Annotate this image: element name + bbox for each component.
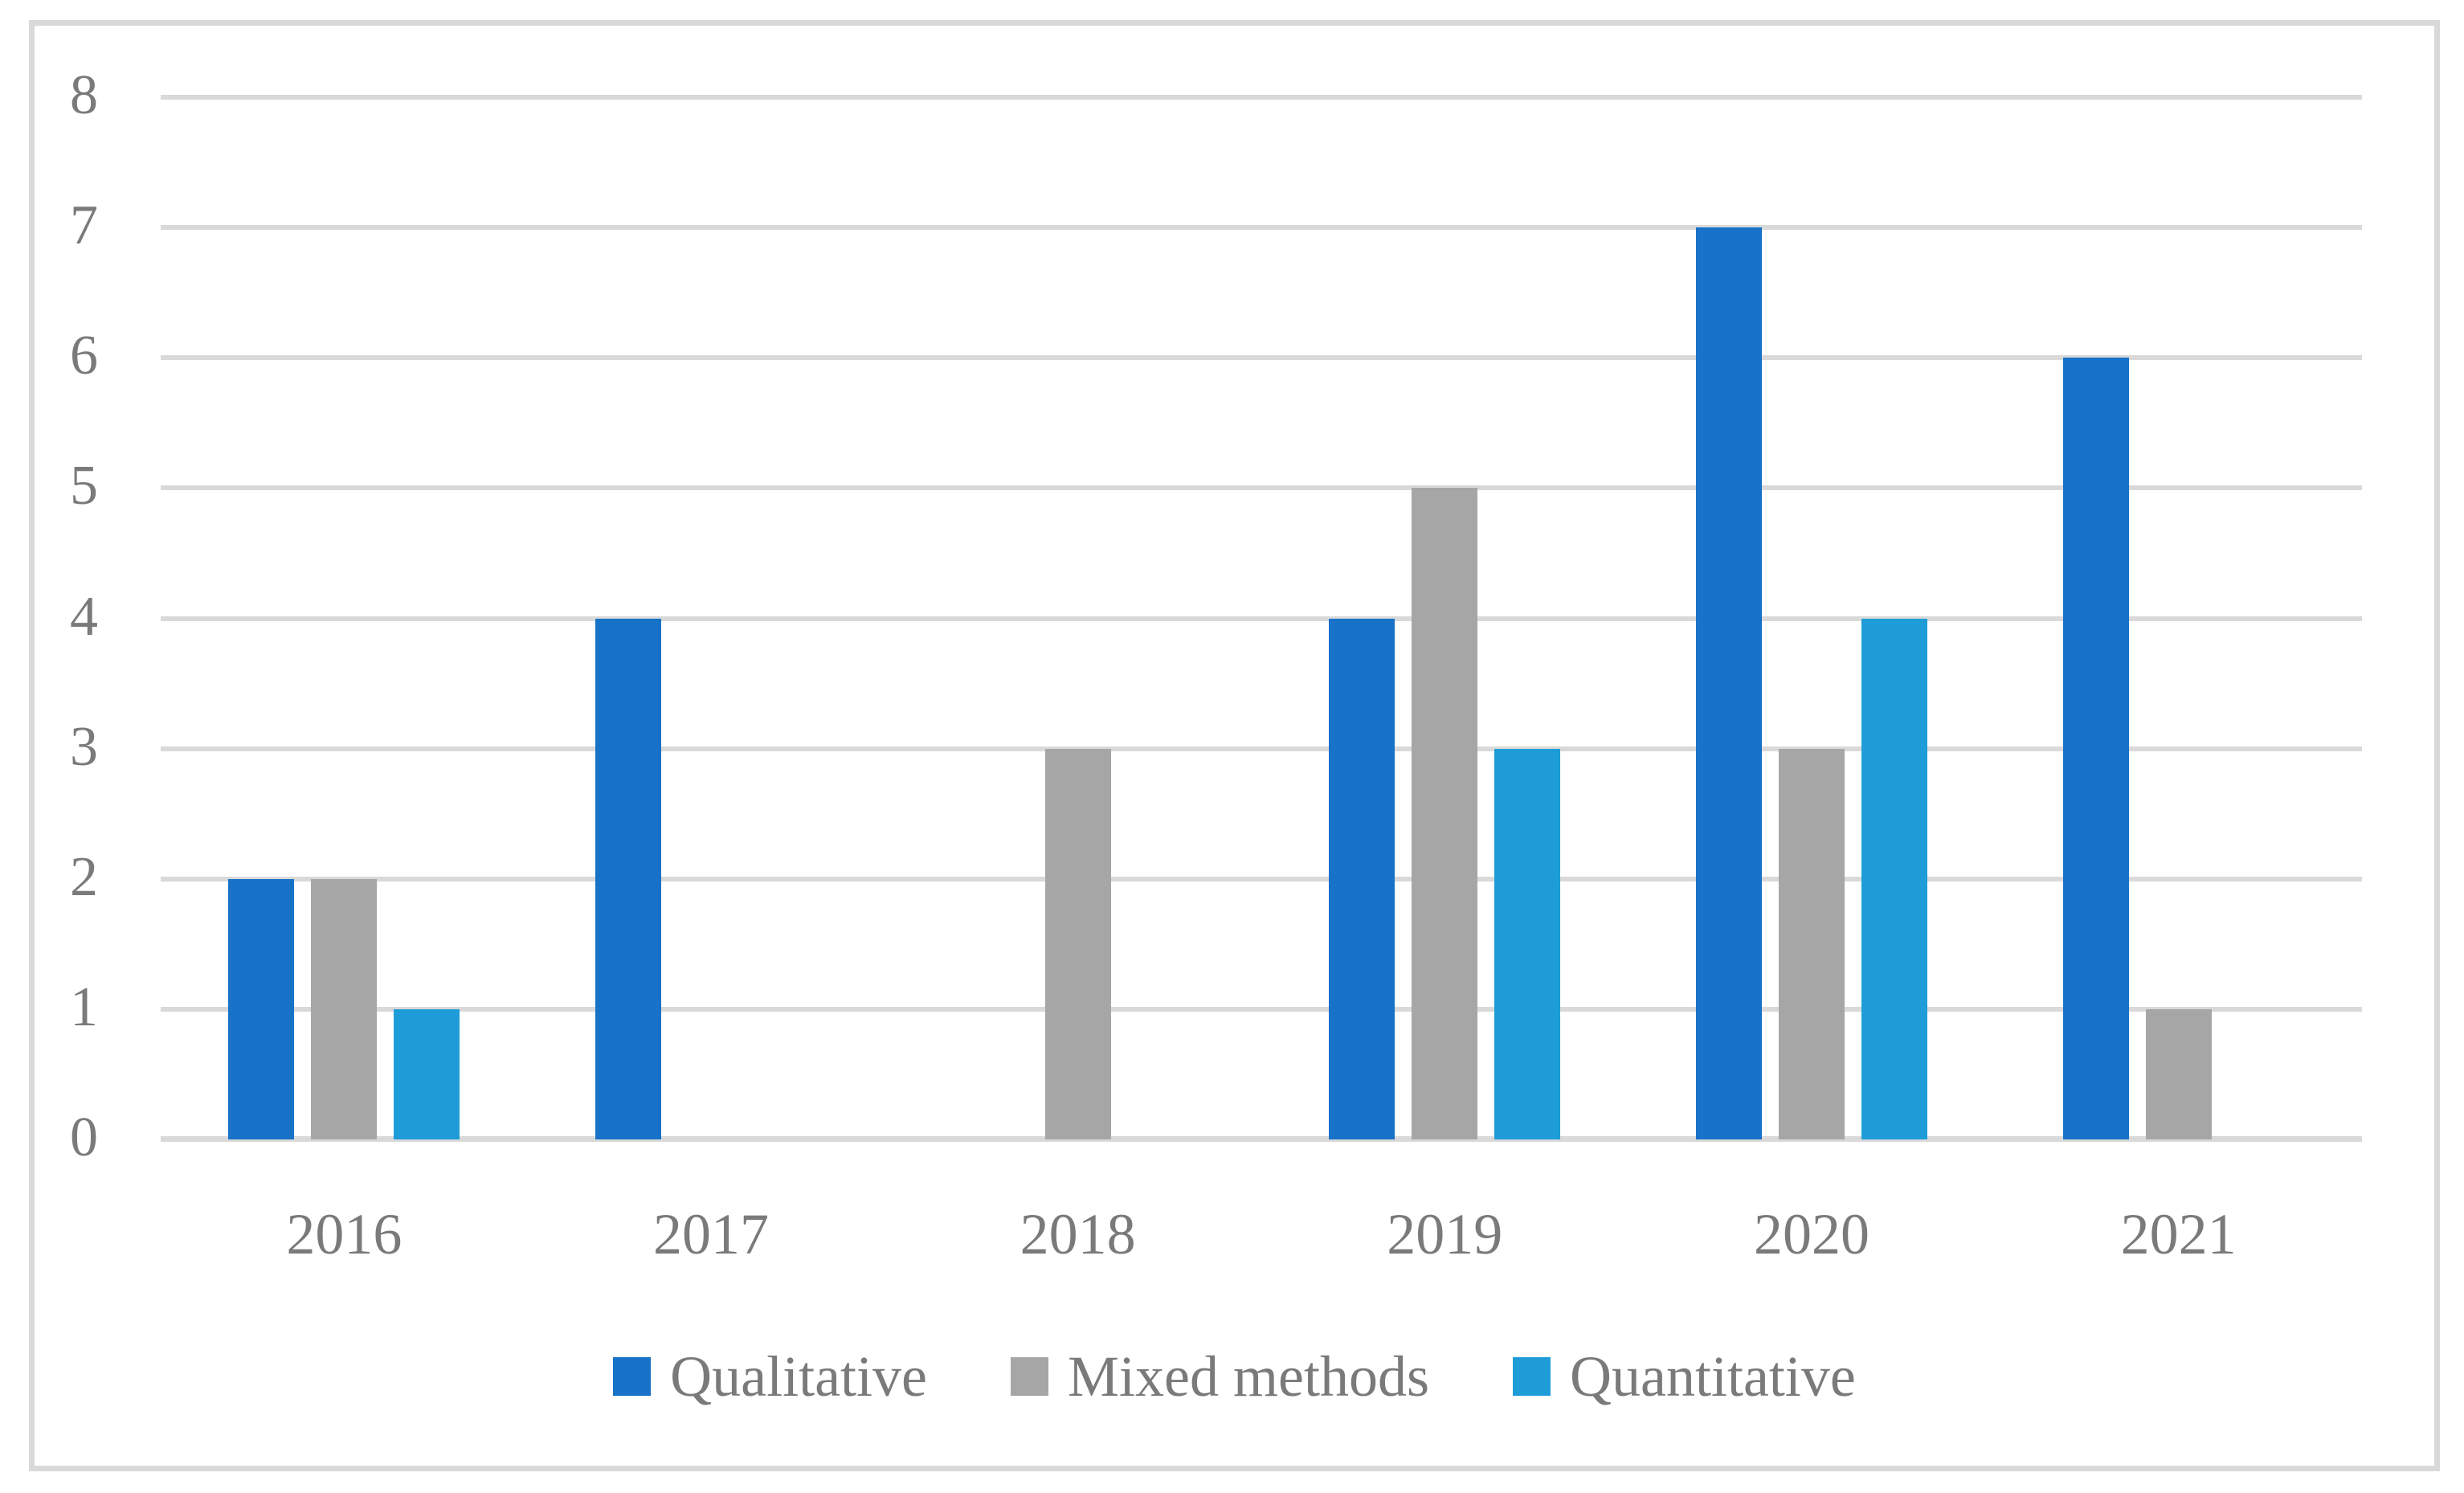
- bar-mixed-methods-2020: [1778, 748, 1845, 1139]
- y-axis-tick-label-3: 3: [70, 715, 98, 778]
- legend-marker-mixed-methods: [1011, 1357, 1049, 1396]
- gridline-y-0: [161, 1136, 2362, 1142]
- bar-mixed-methods-2021: [2145, 1008, 2212, 1139]
- x-axis-label-2016: 2016: [286, 1202, 402, 1266]
- bar-qualitative-2017: [595, 618, 661, 1139]
- bar-qualitative-2021: [2062, 358, 2129, 1139]
- gridline-y-2: [161, 876, 2362, 881]
- x-axis-label-2018: 2018: [1020, 1202, 1136, 1266]
- legend-label-qualitative: Qualitative: [670, 1344, 928, 1409]
- bar-group-2017: [590, 97, 832, 1139]
- plot-area: 0 1 2 3 4 5 6 7 8 2016 2017 2018 2019 2020 2021: [70, 67, 2362, 1263]
- legend-marker-qualitative: [613, 1357, 652, 1396]
- legend-marker-quantitative: [1512, 1357, 1551, 1396]
- chart-frame: 0 1 2 3 4 5 6 7 8 2016 2017 2018 2019 2020 2021 Quali…: [29, 20, 2440, 1471]
- x-axis-label-2019: 2019: [1387, 1202, 1503, 1266]
- bar-group-2020: [1691, 97, 1932, 1139]
- bar-qualitative-2020: [1695, 227, 1762, 1139]
- legend: Qualitative Mixed methods Quantitative: [35, 1348, 2434, 1405]
- y-axis-tick-label-0: 0: [70, 1106, 98, 1168]
- y-axis-tick-label-7: 7: [70, 194, 98, 257]
- bar-group-2021: [2058, 97, 2299, 1139]
- y-axis-tick-label-2: 2: [70, 845, 98, 908]
- gridline-y-1: [161, 1006, 2362, 1012]
- y-axis-tick-label-5: 5: [70, 455, 98, 517]
- bar-mixed-methods-2016: [311, 878, 378, 1139]
- gridline-y-4: [161, 616, 2362, 621]
- bar-quantitative-2020: [1861, 618, 1927, 1139]
- y-axis-tick-label-4: 4: [70, 585, 98, 648]
- gridline-y-8: [161, 95, 2362, 100]
- gridline-y-5: [161, 485, 2362, 491]
- y-axis-tick-label-8: 8: [70, 64, 98, 126]
- gridline-y-7: [161, 225, 2362, 231]
- x-axis-labels: 2016 2017 2018 2019 2020 2021: [161, 1205, 2362, 1263]
- x-axis-label-2017: 2017: [652, 1202, 769, 1266]
- legend-item-quantitative: Quantitative: [1512, 1344, 1856, 1409]
- y-axis-tick-label-6: 6: [70, 325, 98, 387]
- gridline-y-3: [161, 746, 2362, 751]
- bar-mixed-methods-2019: [1412, 488, 1478, 1139]
- legend-item-mixed-methods: Mixed methods: [1011, 1348, 1429, 1405]
- legend-label-mixed-methods: Mixed methods: [1068, 1344, 1429, 1409]
- bar-group-2016: [223, 97, 464, 1139]
- bar-mixed-methods-2018: [1044, 748, 1111, 1139]
- bar-group-2018: [958, 97, 1199, 1139]
- legend-label-quantitative: Quantitative: [1569, 1344, 1856, 1409]
- bar-qualitative-2019: [1329, 618, 1395, 1139]
- bar-quantitative-2016: [394, 1008, 460, 1139]
- x-axis-label-2020: 2020: [1753, 1202, 1869, 1266]
- bar-qualitative-2016: [228, 878, 295, 1139]
- legend-item-qualitative: Qualitative: [613, 1348, 927, 1405]
- bars-layer: [161, 97, 2362, 1139]
- gridline-y-6: [161, 355, 2362, 361]
- bar-group-2019: [1324, 97, 1565, 1139]
- x-axis-label-2021: 2021: [2120, 1202, 2237, 1266]
- bar-quantitative-2019: [1494, 748, 1561, 1139]
- y-axis-tick-label-1: 1: [70, 976, 98, 1038]
